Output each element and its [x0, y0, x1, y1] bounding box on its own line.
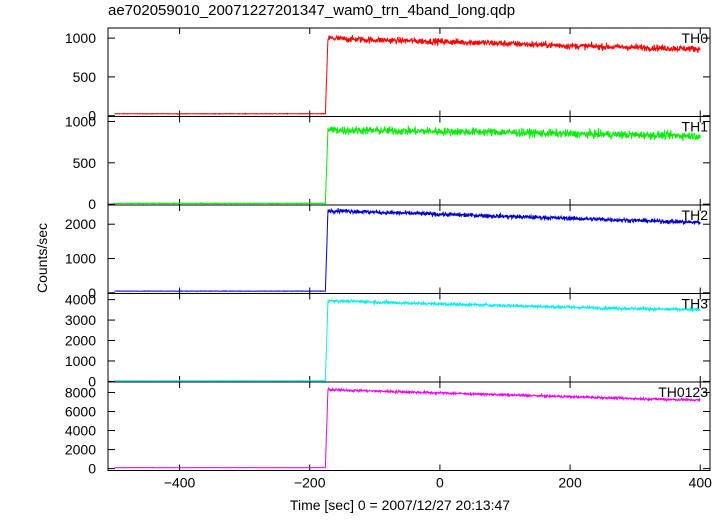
y-tick-label-th3: 4000: [65, 292, 96, 308]
series-line-th1: [114, 125, 701, 205]
panel-label-th1: TH1: [682, 119, 709, 135]
y-tick-label-th2: 1000: [65, 251, 96, 267]
y-tick-label-th1: 1000: [65, 113, 96, 129]
panel-label-th3: TH3: [682, 296, 709, 312]
x-tick-label: 0: [436, 475, 444, 491]
y-tick-label-th3: 1000: [65, 353, 96, 369]
series-line-th0: [114, 34, 701, 115]
y-tick-label-th0: 500: [73, 69, 97, 85]
y-tick-label-th0123: 4000: [65, 423, 96, 439]
series-line-th3: [114, 298, 701, 382]
y-tick-label-th2: 0: [88, 285, 96, 301]
panel-frame-th3: [107, 293, 711, 383]
panel-label-th0123: TH0123: [658, 384, 708, 400]
y-tick-label-th3: 3000: [65, 312, 96, 328]
x-tick-label: −200: [294, 475, 326, 491]
y-tick-label-th1: 0: [88, 196, 96, 212]
y-tick-label-th0123: 0: [88, 461, 96, 477]
y-tick-label-th3: 0: [88, 373, 96, 389]
series-line-th0123: [114, 386, 701, 469]
y-tick-label-th0123: 6000: [65, 404, 96, 420]
y-tick-label-th0123: 2000: [65, 442, 96, 458]
series-line-th2: [114, 207, 701, 293]
x-tick-label: 200: [558, 475, 582, 491]
y-tick-label-th0123: 8000: [65, 384, 96, 400]
y-tick-label-th3: 2000: [65, 333, 96, 349]
x-tick-label: 400: [689, 475, 713, 491]
y-axis-label: Counts/sec: [34, 222, 50, 294]
panel-frame-th2: [107, 204, 711, 294]
x-tick-label: −400: [164, 475, 196, 491]
y-tick-label-th1: 500: [73, 155, 97, 171]
panel-label-th0: TH0: [682, 30, 709, 46]
y-tick-label-th2: 2000: [65, 216, 96, 232]
x-axis-label: Time [sec] 0 = 2007/12/27 20:13:47: [289, 497, 511, 513]
panel-frame-th0123: [107, 381, 711, 471]
y-tick-label-th0: 1000: [65, 30, 96, 46]
panel-label-th2: TH2: [682, 207, 709, 223]
y-tick-label-th0: 0: [88, 108, 96, 124]
chart-title: ae702059010_20071227201347_wam0_trn_4ban…: [108, 2, 516, 19]
